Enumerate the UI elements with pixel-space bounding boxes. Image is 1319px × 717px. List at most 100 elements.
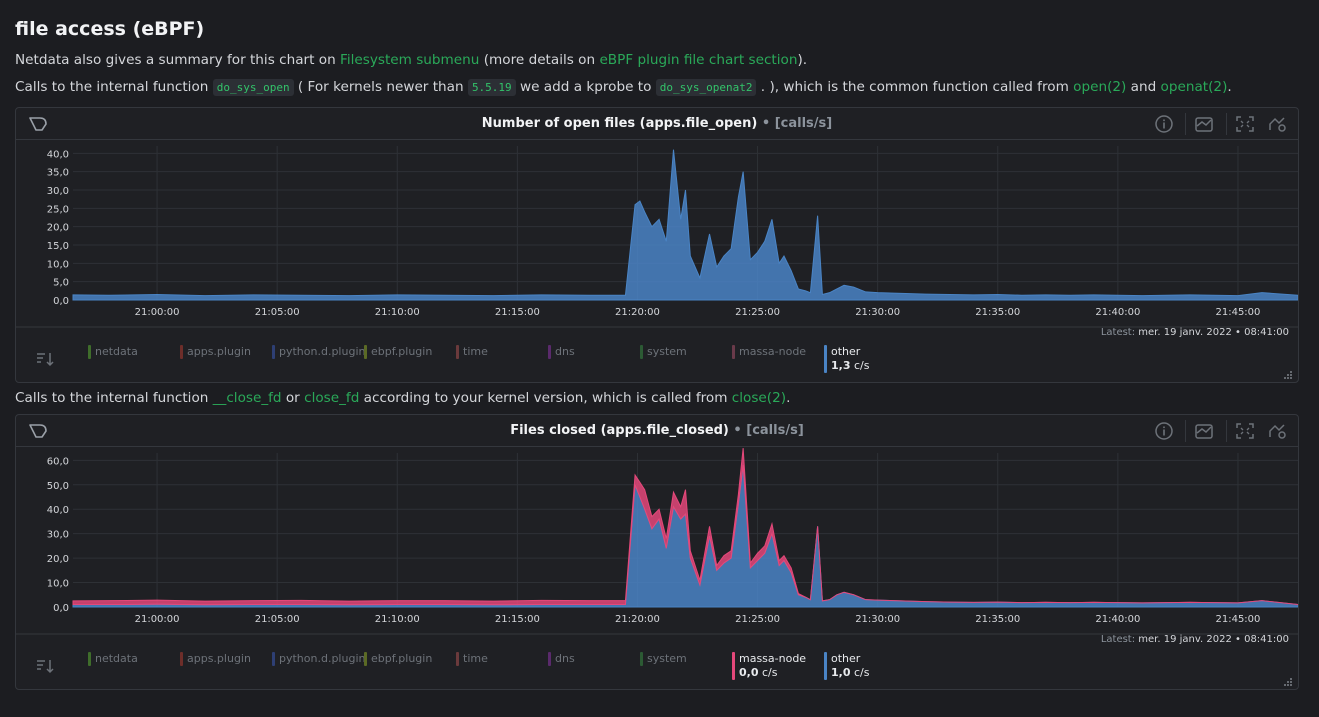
chart-title: Files closed (apps.file_closed) • [calls…: [510, 423, 804, 438]
y-tick-label: 0,0: [53, 603, 69, 614]
fullscreen-icon[interactable]: [1235, 115, 1255, 133]
legend-item-label: dns: [555, 345, 575, 358]
x-tick-label: 21:40:00: [1095, 307, 1140, 318]
summary-paragraph: Netdata also gives a summary for this ch…: [15, 52, 808, 68]
legend-color-swatch: [456, 652, 459, 666]
toolbar-divider: [1226, 420, 1227, 442]
sort-legend-icon[interactable]: [35, 657, 55, 675]
info-icon[interactable]: [1154, 422, 1174, 440]
legend-item-label: ebpf.plugin: [371, 345, 433, 358]
legend-item-ebpf-plugin[interactable]: ebpf.plugin: [364, 345, 432, 375]
legend-item-ebpf-plugin[interactable]: ebpf.plugin: [364, 652, 432, 682]
resize-handle-icon[interactable]: [1283, 675, 1293, 686]
fullscreen-icon[interactable]: [1235, 422, 1255, 440]
legend-item-netdata[interactable]: netdata: [88, 652, 138, 682]
legend-item-other[interactable]: other 1,3 c/s: [824, 345, 869, 375]
ebpf-plugin-link[interactable]: eBPF plugin file chart section: [599, 52, 798, 68]
chart-card-file-open: Number of open files (apps.file_open) • …: [15, 107, 1299, 383]
y-tick-label: 25,0: [47, 204, 69, 215]
legend-item-apps-plugin[interactable]: apps.plugin: [180, 652, 251, 682]
openat2-link[interactable]: openat(2): [1160, 79, 1228, 95]
area-series-other[interactable]: [72, 149, 1298, 301]
chart-plot[interactable]: 0,0 10,0 20,0 30,0 40,0 50,0 60,0 21:00:00 21:05…: [16, 447, 1298, 635]
chart-settings-icon[interactable]: [1268, 422, 1288, 440]
filesystem-submenu-link[interactable]: Filesystem submenu: [340, 52, 480, 68]
x-tick-label: 21:35:00: [975, 614, 1020, 625]
y-tick-label: 30,0: [47, 530, 69, 541]
legend-item-other[interactable]: other 1,0 c/s: [824, 652, 869, 682]
close2-link[interactable]: close(2): [731, 390, 787, 406]
close-fd-link[interactable]: close_fd: [304, 390, 360, 406]
legend-item-value: 0,0 c/s: [739, 666, 778, 679]
legend-item-label: netdata: [95, 652, 138, 665]
info-icon[interactable]: [1154, 115, 1174, 133]
latest-timestamp: Latest: mer. 19 janv. 2022 • 08:41:00: [1100, 327, 1289, 338]
x-tick-label: 21:40:00: [1095, 614, 1140, 625]
legend-item-apps-plugin[interactable]: apps.plugin: [180, 345, 251, 375]
legend-item-label: other: [831, 345, 861, 358]
toolbar-divider: [1185, 113, 1186, 135]
legend-item-dns[interactable]: dns: [548, 345, 575, 375]
legend-item-massa-node[interactable]: massa-node 0,0 c/s: [732, 652, 806, 682]
y-tick-label: 40,0: [47, 505, 69, 516]
x-tick-label: 21:15:00: [495, 614, 540, 625]
x-tick-label: 21:35:00: [975, 307, 1020, 318]
legend-item-system[interactable]: system: [640, 652, 687, 682]
y-tick-label: 40,0: [47, 149, 69, 160]
chart-settings-icon[interactable]: [1268, 115, 1288, 133]
legend-item-system[interactable]: system: [640, 345, 687, 375]
chart-title-text: Files closed (apps.file_closed): [510, 423, 729, 438]
legend-color-swatch: [824, 345, 827, 373]
legend-color-swatch: [180, 652, 183, 666]
legend-item-label: apps.plugin: [187, 652, 251, 665]
do-sys-open-code: do_sys_open: [212, 79, 294, 96]
x-tick-label: 21:30:00: [855, 614, 900, 625]
x-tick-label: 21:05:00: [255, 614, 300, 625]
open2-link[interactable]: open(2): [1073, 79, 1127, 95]
latest-timestamp: Latest: mer. 19 janv. 2022 • 08:41:00: [1100, 634, 1289, 645]
y-tick-label: 35,0: [47, 168, 69, 179]
x-tick-label: 21:00:00: [135, 614, 180, 625]
x-tick-label: 21:20:00: [615, 307, 660, 318]
legend-color-swatch: [364, 345, 367, 359]
legend-item-label: time: [463, 345, 488, 358]
kernel-version-code: 5.5.19: [467, 79, 516, 96]
legend-color-swatch: [548, 345, 551, 359]
legend-color-swatch: [364, 652, 367, 666]
netdata-logo-icon: [28, 423, 48, 439]
chart-title: Number of open files (apps.file_open) • …: [481, 116, 833, 131]
x-tick-label: 21:05:00: [255, 307, 300, 318]
legend-color-swatch: [640, 652, 643, 666]
y-tick-label: 30,0: [47, 186, 69, 197]
area-series-massa-node[interactable]: [72, 448, 1298, 606]
resize-handle-icon[interactable]: [1283, 368, 1293, 379]
area-series-other[interactable]: [72, 465, 1298, 608]
y-tick-label: 60,0: [47, 456, 69, 467]
legend-item-time[interactable]: time: [456, 345, 488, 375]
chart-plot[interactable]: 0,0 5,0 10,0 15,0 20,0 25,0 30,0 35,0 40,0 21:00:…: [16, 140, 1298, 328]
legend-item-dns[interactable]: dns: [548, 652, 575, 682]
chart-type-icon[interactable]: [1194, 422, 1214, 440]
x-tick-label: 21:25:00: [735, 307, 780, 318]
y-tick-label: 20,0: [47, 554, 69, 565]
sort-legend-icon[interactable]: [35, 350, 55, 368]
legend-color-swatch: [732, 345, 735, 359]
legend-item-label: apps.plugin: [187, 345, 251, 358]
close-fd-internal-link[interactable]: __close_fd: [212, 390, 282, 406]
legend-item-time[interactable]: time: [456, 652, 488, 682]
x-tick-label: 21:45:00: [1215, 614, 1260, 625]
legend-item-label: netdata: [95, 345, 138, 358]
legend-color-swatch: [456, 345, 459, 359]
chart-type-icon[interactable]: [1194, 115, 1214, 133]
x-tick-label: 21:10:00: [375, 614, 420, 625]
legend-color-swatch: [548, 652, 551, 666]
legend-item-label: ebpf.plugin: [371, 652, 433, 665]
legend-item-netdata[interactable]: netdata: [88, 345, 138, 375]
chart-legend: netdata apps.plugin python.d.plugin ebpf.pl…: [16, 651, 1298, 691]
y-tick-label: 0,0: [53, 296, 69, 307]
legend-item-python-d-plugin[interactable]: python.d.plugin: [272, 345, 365, 375]
close-description-paragraph: Calls to the internal function __close_f…: [15, 390, 791, 406]
legend-item-massa-node[interactable]: massa-node: [732, 345, 806, 375]
legend-item-value: 1,0 c/s: [831, 666, 870, 679]
legend-item-python-d-plugin[interactable]: python.d.plugin: [272, 652, 365, 682]
